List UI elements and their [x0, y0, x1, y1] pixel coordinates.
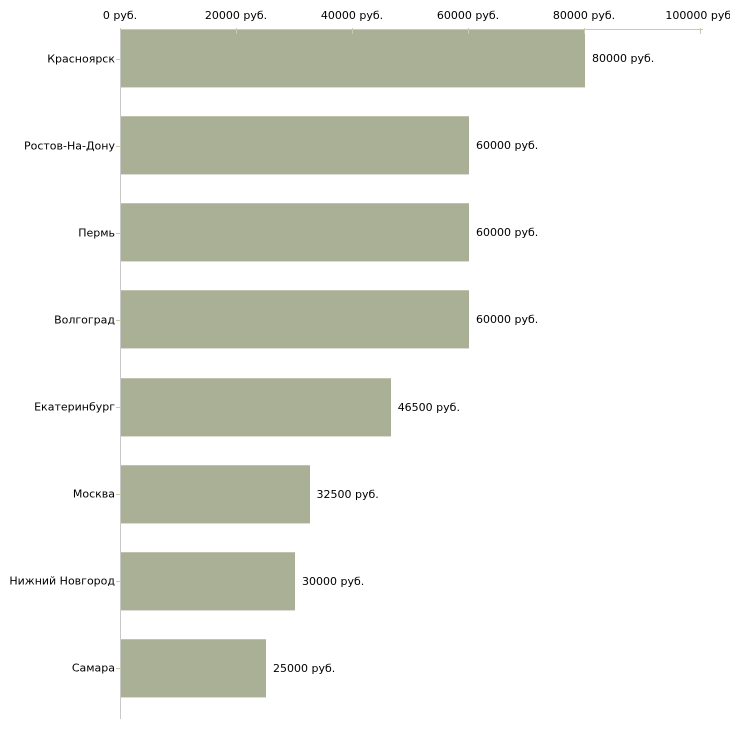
bar [121, 638, 266, 698]
bar [121, 29, 585, 89]
category-label: Екатеринбург [34, 400, 115, 414]
value-label: 60000 руб. [476, 139, 539, 153]
x-axis-tick-label: 100000 руб. [665, 9, 730, 22]
value-label: 32500 руб. [316, 487, 379, 501]
value-label: 60000 руб. [476, 226, 539, 240]
bar [121, 464, 310, 524]
y-axis-line [120, 29, 121, 719]
category-tick [116, 319, 121, 321]
value-label: 25000 руб. [273, 661, 336, 675]
x-axis-tick [468, 28, 469, 34]
category-label: Красноярск [47, 52, 115, 66]
category-tick [116, 494, 121, 496]
plot-area: Красноярск 80000 руб. Ростов-На-Дону 60000 … [9, 15, 701, 712]
bar [121, 551, 295, 611]
category-tick [116, 145, 121, 147]
category-label: Москва [72, 487, 115, 501]
x-axis-tick [236, 28, 237, 34]
bar-row: Ростов-На-Дону 60000 руб. [24, 102, 701, 189]
bar-row: Волгоград 60000 руб. [54, 276, 701, 363]
category-tick [116, 407, 121, 409]
bar-row: Москва 32500 руб. [73, 451, 701, 538]
bar [121, 290, 469, 350]
bar-row: Екатеринбург 46500 руб. [34, 364, 701, 451]
value-label: 30000 руб. [302, 574, 365, 588]
x-axis-tick [120, 28, 121, 34]
x-axis-line [120, 29, 703, 30]
x-axis-tick [700, 28, 701, 34]
category-tick [116, 232, 121, 234]
x-axis-tick [584, 28, 585, 34]
bar-row: Нижний Новгород 30000 руб. [9, 538, 701, 625]
category-label: Ростов-На-Дону [23, 139, 115, 153]
bar [121, 116, 469, 176]
x-axis-tick-label: 0 руб. [102, 9, 138, 22]
x-axis-tick-label: 20000 руб. [204, 9, 268, 22]
bar-row: Пермь 60000 руб. [78, 189, 701, 276]
value-label: 60000 руб. [476, 313, 539, 327]
x-axis-tick-label: 60000 руб. [436, 9, 500, 22]
bar [121, 203, 469, 263]
bar-row: Самара 25000 руб. [72, 625, 701, 712]
category-label: Нижний Новгород [9, 574, 115, 588]
category-tick [116, 58, 121, 60]
category-label: Пермь [78, 226, 115, 240]
category-label: Волгоград [54, 313, 115, 327]
x-axis-tick-label: 80000 руб. [552, 9, 616, 22]
value-label: 46500 руб. [397, 400, 460, 414]
value-label: 80000 руб. [592, 52, 655, 66]
bar [121, 377, 391, 437]
category-tick [116, 581, 121, 583]
category-label: Самара [71, 661, 115, 675]
x-axis-tick [352, 28, 353, 34]
x-axis-tick-label: 40000 руб. [320, 9, 384, 22]
category-tick [116, 668, 121, 670]
